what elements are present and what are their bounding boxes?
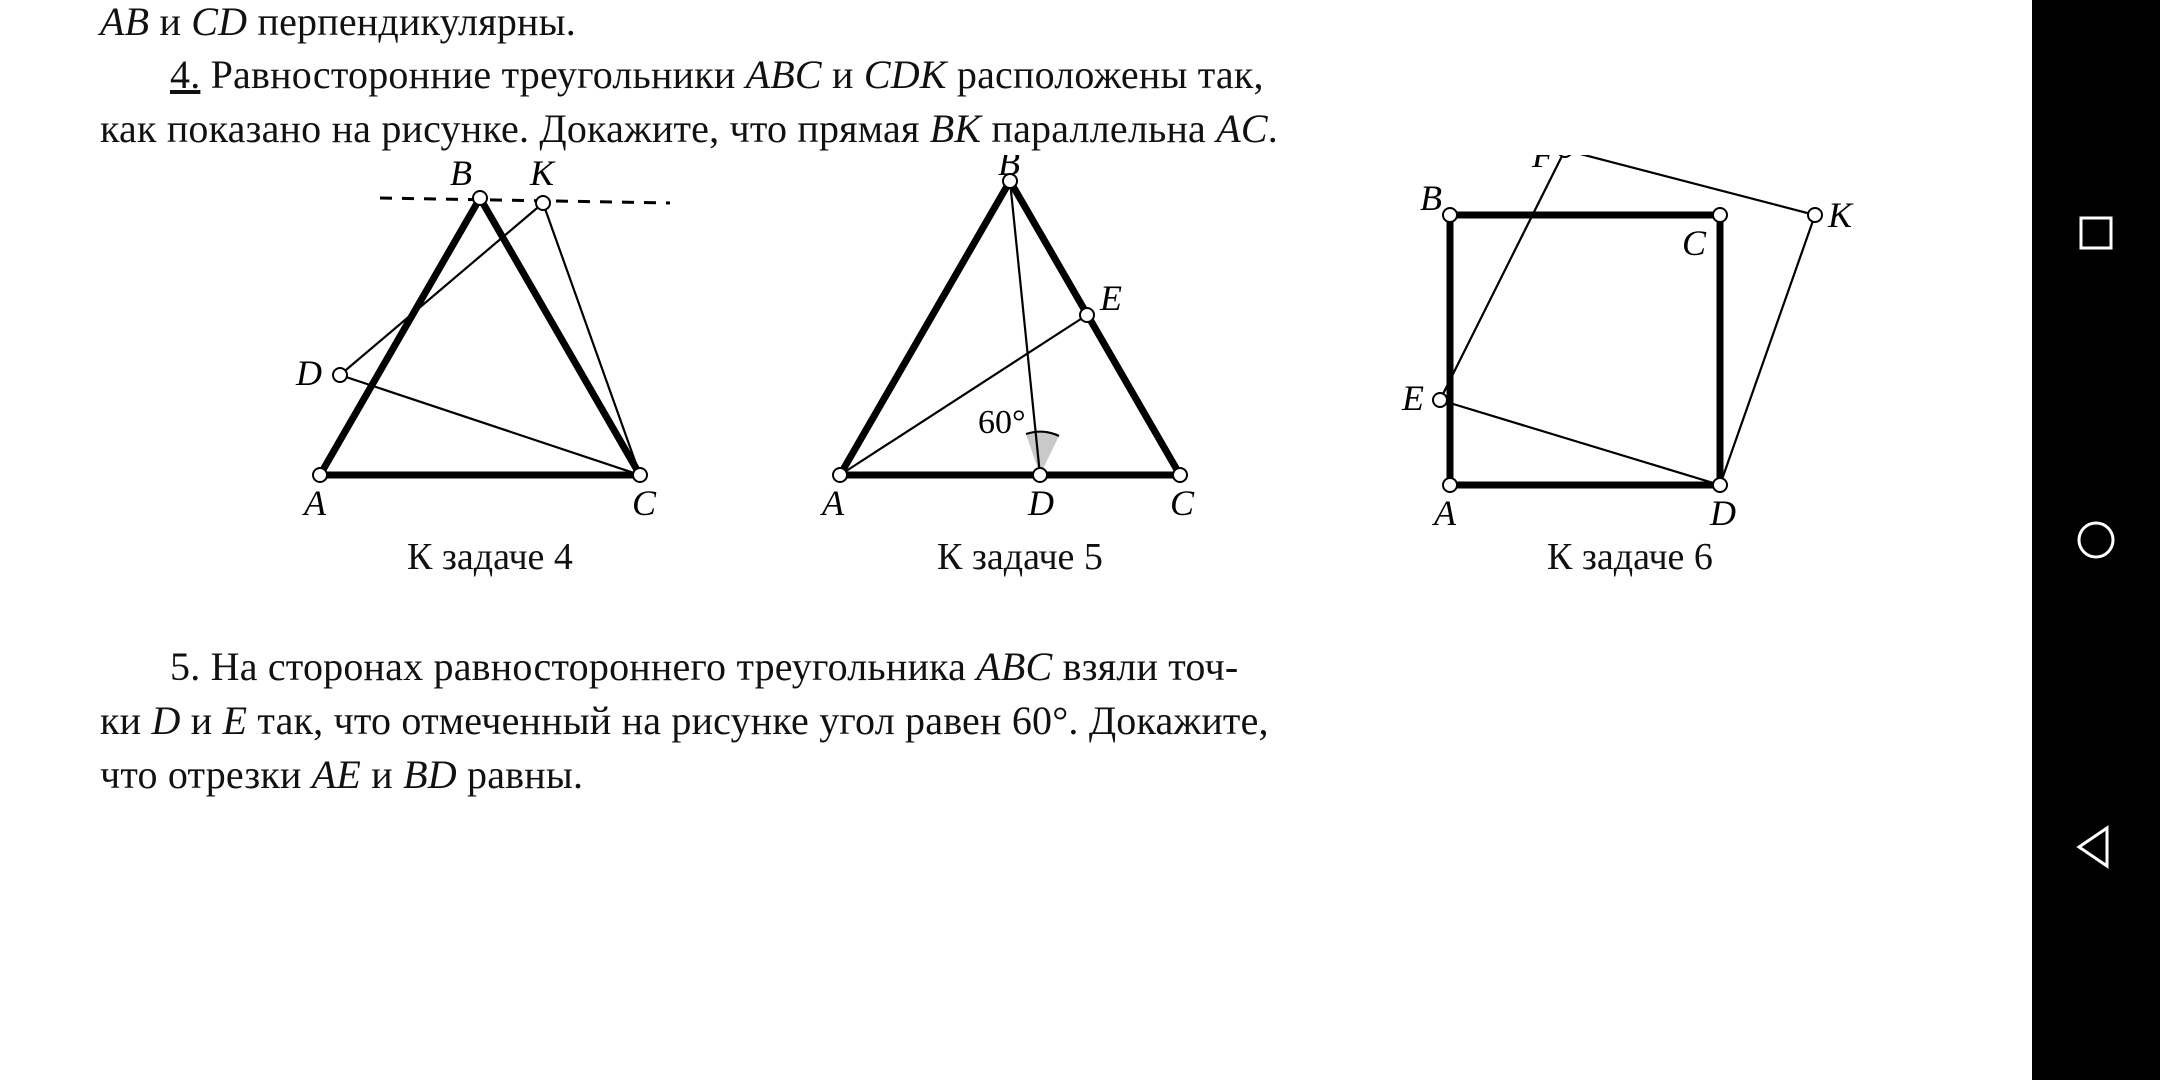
label-D: D (1709, 493, 1736, 533)
line-perpendicular: AB и CD перпендикулярны. (100, 0, 1930, 49)
label-A: A (302, 483, 327, 523)
caption-5: К задаче 5 (760, 535, 1280, 579)
label-B: B (1420, 178, 1442, 218)
seg-CD: CD (191, 0, 247, 44)
recent-apps-icon[interactable] (2071, 208, 2121, 258)
figure-problem-6: A D B C E F K К задаче 6 (1350, 155, 1910, 575)
problem-4-text: 4. Равносторонние треугольники ABC и CDK… (100, 48, 1930, 156)
angle-60: 60° (978, 404, 1026, 441)
android-navbar (2032, 0, 2160, 1080)
label-C: C (1682, 223, 1707, 263)
label-E: E (1401, 378, 1424, 418)
problem-5-text: 5. На сторонах равностороннего треугольн… (100, 640, 1930, 802)
label-D: D (295, 353, 322, 393)
label-B: B (998, 155, 1020, 183)
label-E: E (1099, 278, 1122, 318)
figures-row: A C B K D К задаче 4 (120, 155, 1940, 575)
label-K: K (529, 155, 556, 193)
label-K: K (1827, 195, 1854, 235)
home-icon[interactable] (2071, 515, 2121, 565)
label-B: B (450, 155, 472, 193)
figure-problem-5: A C D B E 60° К задаче 5 (760, 155, 1280, 575)
label-C: C (1170, 483, 1195, 523)
seg-AB: AB (100, 0, 149, 44)
figure-problem-4: A C B K D К задаче 4 (230, 155, 750, 575)
problem-number-4: 4. (170, 52, 200, 97)
caption-6: К задаче 6 (1350, 535, 1910, 579)
label-C: C (632, 483, 657, 523)
label-D: D (1027, 483, 1054, 523)
label-A: A (820, 483, 845, 523)
caption-4: К задаче 4 (230, 535, 750, 579)
label-F: F (1531, 155, 1555, 175)
back-icon[interactable] (2071, 822, 2121, 872)
textbook-page: AB и CD перпендикулярны. 4. Равносторонн… (0, 0, 2032, 1080)
label-A: A (1432, 493, 1457, 533)
problem-number-5: 5. (170, 644, 200, 689)
